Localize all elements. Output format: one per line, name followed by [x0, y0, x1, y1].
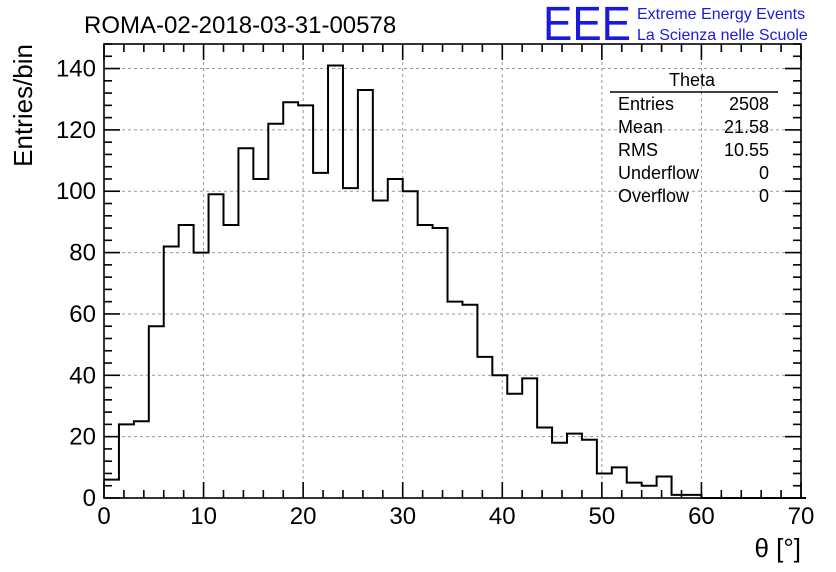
y-tick-label: 80	[69, 240, 96, 267]
y-tick-labels: 0 20 40 60 80 100 120 140	[56, 56, 96, 512]
x-tick-label: 40	[489, 503, 516, 530]
x-axis-label: θ [°]	[754, 533, 801, 563]
y-tick-label: 140	[56, 56, 96, 83]
y-tick-label: 20	[69, 424, 96, 451]
grid-lines	[104, 44, 801, 498]
y-tick-label: 120	[56, 117, 96, 144]
x-tick-label: 10	[190, 503, 217, 530]
stats-overflow-value: 0	[759, 186, 769, 206]
stats-mean-label: Mean	[618, 117, 663, 137]
stats-entries-value: 2508	[729, 94, 769, 114]
stats-rms-value: 10.55	[724, 140, 769, 160]
histogram-series	[104, 64, 806, 499]
y-tick-label: 40	[69, 362, 96, 389]
eee-logo-text: EEE	[543, 0, 631, 51]
stats-box: Theta Entries 2508 Mean 21.58 RMS 10.55 …	[610, 70, 778, 206]
plot-frame	[103, 43, 802, 499]
x-tick-label: 0	[97, 503, 110, 530]
stats-rms-label: RMS	[618, 140, 658, 160]
stats-underflow-label: Underflow	[618, 163, 700, 183]
logo-line-2: La Scienza nelle Scuole	[637, 27, 808, 44]
x-tick-label: 30	[389, 503, 416, 530]
stats-entries-label: Entries	[618, 94, 674, 114]
y-tick-label: 100	[56, 178, 96, 205]
x-tick-label: 50	[589, 503, 616, 530]
stats-title: Theta	[669, 70, 716, 90]
stats-overflow-label: Overflow	[618, 186, 690, 206]
logo-line-1: Extreme Energy Events	[637, 6, 805, 23]
x-tick-labels: 0 10 20 30 40 50 60 70	[97, 503, 814, 530]
axis-ticks	[103, 43, 802, 499]
y-tick-label: 60	[69, 301, 96, 328]
x-tick-label: 20	[290, 503, 317, 530]
x-tick-label: 70	[788, 503, 815, 530]
stats-underflow-value: 0	[759, 163, 769, 183]
run-title: ROMA-02-2018-03-31-00578	[84, 12, 396, 39]
eee-logo: EEE Extreme Energy Events La Scienza nel…	[543, 0, 808, 51]
stats-mean-value: 21.58	[724, 117, 769, 137]
x-tick-label: 60	[688, 503, 715, 530]
y-axis-label: Entries/bin	[8, 44, 38, 167]
y-tick-label: 0	[83, 485, 96, 512]
